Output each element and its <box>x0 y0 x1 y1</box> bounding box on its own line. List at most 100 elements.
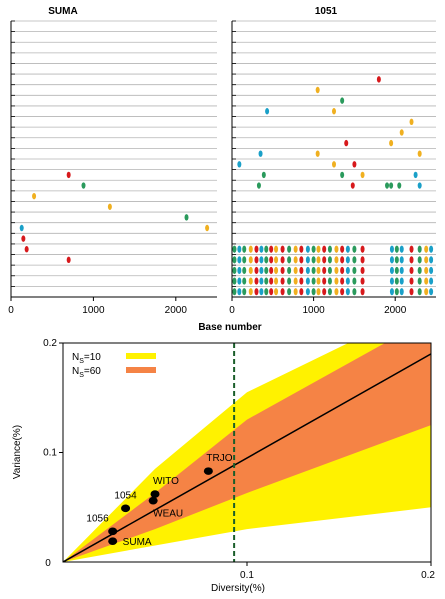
legend: NS=10 NS=60 <box>72 352 156 379</box>
mutation-point <box>184 214 189 221</box>
row-lines <box>232 20 436 298</box>
mutation-point <box>287 266 292 275</box>
mutation-point <box>299 245 304 253</box>
panel-diversity-variance: SUMA 1056 1054 WEAU WITO TRJO 0.1 0.2 0.1 0.2 0… <box>12 338 435 594</box>
mutation-point <box>344 139 349 147</box>
mutation-point <box>334 245 339 253</box>
mean-line <box>63 353 431 562</box>
mutation-points <box>237 76 422 189</box>
x-tick-label: 0.2 <box>421 570 435 581</box>
mutation-point <box>327 245 332 253</box>
mutation-point <box>424 256 429 264</box>
mutation-point <box>299 266 304 275</box>
mutation-point <box>316 288 321 296</box>
mutation-point <box>280 277 285 285</box>
mutation-point <box>232 288 237 296</box>
mutation-point <box>360 256 365 264</box>
mutation-point <box>248 288 253 296</box>
mutation-point <box>311 266 316 275</box>
mutation-point <box>259 266 264 275</box>
mutation-point <box>389 182 394 189</box>
mutation-point <box>424 277 429 285</box>
sample-point-label: WEAU <box>153 509 183 520</box>
mutation-point <box>424 266 429 275</box>
mutation-point <box>334 266 339 275</box>
mutation-point <box>293 266 298 275</box>
mutation-point <box>274 256 279 264</box>
x-tick-label: 1000 <box>82 305 105 316</box>
sample-point <box>148 496 158 505</box>
mutation-point <box>232 266 237 275</box>
mutation-point <box>429 277 434 285</box>
mutation-point <box>274 245 279 253</box>
mutation-point <box>345 245 350 253</box>
mutation-point <box>305 288 310 296</box>
mutation-point <box>269 245 274 253</box>
mutation-point <box>352 256 357 264</box>
mutation-point <box>424 288 429 296</box>
mutation-point <box>399 129 404 136</box>
mutation-point <box>274 266 279 275</box>
x-tick-label: 2000 <box>165 305 188 316</box>
y-axis-label: Variance(%) <box>12 425 23 479</box>
mutation-point <box>287 277 292 285</box>
mutation-point <box>254 266 259 275</box>
mutation-point <box>24 246 29 253</box>
mutation-point <box>417 182 422 189</box>
mutation-point <box>316 256 321 264</box>
mutation-point <box>19 224 24 232</box>
sample-point <box>150 490 160 498</box>
mutation-point <box>340 97 345 104</box>
x-tick-label: 1000 <box>302 305 325 316</box>
mutation-point <box>269 256 274 264</box>
mutation-point <box>237 277 242 285</box>
mutation-point <box>265 108 270 115</box>
mutation-point <box>305 245 310 253</box>
legend-swatch-ns60 <box>126 367 156 373</box>
mutation-point <box>360 277 365 285</box>
mutation-point <box>287 256 292 264</box>
y-ticks: 0.1 0.2 <box>43 338 63 459</box>
mutation-point <box>409 277 414 285</box>
row-lines <box>11 20 217 298</box>
mutation-point <box>417 266 422 275</box>
mutation-point <box>424 245 429 253</box>
mutation-point <box>409 118 414 126</box>
mutation-point <box>81 182 86 189</box>
mutation-point <box>280 245 285 253</box>
sample-points: SUMA 1056 1054 WEAU WITO TRJO <box>86 453 232 548</box>
mutation-point <box>345 256 350 264</box>
x-ticks: 0 1000 2000 <box>229 297 407 316</box>
mutation-point <box>264 288 269 296</box>
sample-point <box>121 504 131 513</box>
mutation-point <box>248 256 253 264</box>
mutation-point <box>389 288 394 296</box>
mutation-point <box>280 256 285 264</box>
mutation-point <box>399 266 404 275</box>
mutation-points <box>19 171 210 264</box>
mutation-point <box>332 161 336 168</box>
mutation-point <box>413 171 418 179</box>
mutation-point <box>274 277 279 285</box>
mutation-point <box>259 288 264 296</box>
mutation-point <box>376 76 381 83</box>
mutation-point <box>360 266 365 275</box>
mutation-point <box>66 171 71 179</box>
panel-title-suma: SUMA <box>48 6 77 17</box>
mutation-point <box>352 277 357 285</box>
mutation-point <box>316 245 321 253</box>
mutation-point <box>399 256 404 264</box>
mutation-point <box>360 171 365 179</box>
x-axis-label-base-number: Base number <box>198 322 261 333</box>
mutation-point <box>256 182 261 189</box>
mutation-point <box>287 245 292 253</box>
mutation-point <box>305 266 310 275</box>
dense-mutation-columns <box>232 245 434 296</box>
mutation-point <box>340 277 345 285</box>
mutation-point <box>352 266 357 275</box>
mutation-point <box>293 288 298 296</box>
mutation-point <box>417 256 422 264</box>
sample-point-label: 1054 <box>114 490 137 501</box>
y-tick-label: 0.1 <box>43 448 57 459</box>
